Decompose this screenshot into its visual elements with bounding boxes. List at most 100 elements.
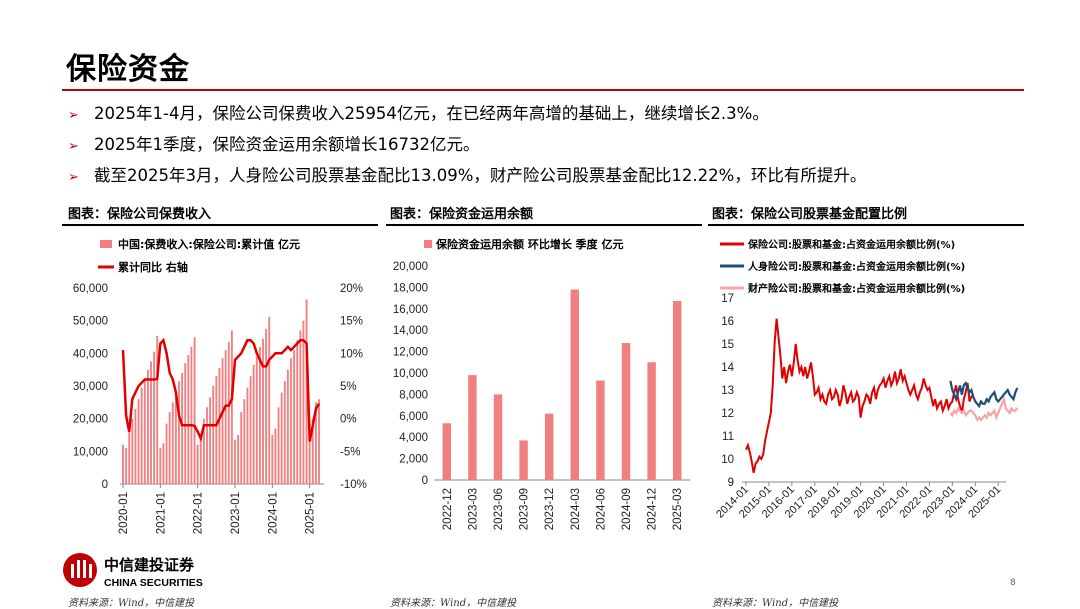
y-tick-label: 13 [721, 385, 734, 397]
premium-bar [215, 376, 218, 484]
premium-bar [137, 399, 140, 484]
y-tick-label: 20,000 [393, 261, 428, 273]
x-tick-label: 2024-06 [595, 488, 607, 530]
premium-bar [178, 381, 180, 484]
premium-bar [308, 421, 311, 484]
x-tick-label: 2024-12 [647, 488, 659, 530]
y-tick-label: 12,000 [393, 347, 428, 359]
title-divider [62, 89, 1024, 91]
y-tick-label: 12 [721, 408, 734, 420]
x-tick-label: 2020-01 [118, 492, 130, 534]
premium-bar [140, 387, 143, 484]
premium-bar [206, 407, 208, 484]
premium-bar [174, 392, 177, 484]
premium-bar [128, 428, 131, 484]
y-tick-label: 16,000 [393, 304, 428, 316]
x-tick-label: 2025-03 [672, 488, 684, 530]
premium-bar [209, 397, 212, 484]
chart-title-premium: 图表：保险公司保费收入 [68, 207, 212, 222]
premium-bar [168, 412, 171, 484]
bullet-3: ➢ 截至2025年3月，人身险公司股票基金配比13.09%，财产险公司股票基金配比… [68, 162, 866, 186]
x-tick-label: 2024-09 [621, 488, 633, 530]
y-tick-label: 18,000 [393, 282, 428, 294]
premium-bar [162, 443, 165, 484]
y-tick-label: 10,000 [73, 446, 108, 458]
premium-bar [234, 439, 236, 484]
x-tick-label: 2023-06 [493, 488, 505, 530]
premium-bar [286, 369, 289, 484]
y-tick-label: 17 [721, 293, 734, 305]
premium-bar [283, 381, 286, 484]
premium-bar [131, 418, 134, 484]
premium-bar [252, 364, 255, 484]
y-tick-label: 15 [721, 339, 734, 351]
premium-bar [274, 428, 277, 484]
premium-bar [165, 423, 168, 484]
premium-bar [190, 346, 193, 484]
x-tick-label: 2023-03 [467, 488, 479, 530]
premium-bar [196, 444, 199, 484]
premium-bar [184, 363, 187, 484]
premium-bar [218, 368, 221, 484]
logo-en-text: CHINA SECURITIES [104, 577, 203, 589]
balance-growth-bar [519, 440, 528, 480]
x-tick-label: 2021-01 [155, 492, 167, 534]
balance-growth-bar [621, 343, 631, 480]
x-tick-label: 2022-12 [442, 488, 454, 530]
y2-tick-label: 15% [340, 316, 363, 328]
premium-bar [277, 407, 280, 484]
y-tick-label: 11 [722, 431, 734, 443]
balance-growth-bar [544, 413, 554, 480]
equity-ratio-line [745, 318, 975, 474]
y-tick-label: 40,000 [73, 348, 108, 360]
page-title: 保险资金 [66, 52, 190, 87]
x-tick-label: 2023-01 [230, 492, 242, 534]
premium-bar [156, 336, 159, 484]
source-note: 资料来源：Wind，中信建投 [390, 598, 517, 609]
fund-balance-chart: 保险资金运用余额 环比增长 季度 亿元 20,000 18,000 16,000 14,… [393, 237, 690, 530]
premium-bar [265, 328, 268, 484]
balance-growth-bar [468, 375, 477, 480]
premium-bar [181, 372, 184, 484]
logo-emblem-stroke [83, 560, 86, 578]
premium-bar [314, 402, 317, 484]
legend-label: 保险资金运用余额 环比增长 季度 亿元 [435, 237, 624, 251]
premium-bar [212, 386, 215, 484]
premium-bar [318, 399, 320, 484]
y-tick-label: 9 [728, 477, 734, 489]
legend-bar-swatch [424, 240, 432, 248]
y-tick-label: 16 [721, 316, 734, 328]
premium-bar [246, 387, 249, 484]
logo-emblem-stroke [71, 564, 74, 578]
balance-growth-bar [596, 380, 605, 480]
premium-bar [227, 341, 230, 484]
x-tick-label: 2023-12 [544, 488, 556, 530]
bullet-2: ➢ 2025年1季度，保险资金运用余额增长16732亿元。 [68, 131, 479, 155]
y-tick-label: 20,000 [73, 414, 108, 426]
premium-bar [296, 340, 299, 484]
y-tick-label: 6,000 [399, 411, 428, 423]
yoy-growth-line [121, 337, 321, 443]
legend-label: 累计同比 右轴 [118, 260, 188, 274]
y-tick-label: 2,000 [399, 454, 428, 466]
premium-bar [230, 330, 233, 484]
legend-bar-swatch [100, 240, 112, 248]
y2-tick-label: -10% [340, 479, 367, 491]
premium-bar [305, 299, 308, 484]
premium-bar [224, 350, 227, 484]
premium-bar [240, 412, 243, 484]
bullet-text-1: 2025年1-4月，保险公司保费收入25954亿元，在已经两年高增的基础上，继续… [94, 104, 769, 123]
source-note: 资料来源：Wind，中信建投 [68, 598, 195, 609]
chart-title-rule [708, 224, 1024, 226]
y-tick-label: 0 [422, 475, 428, 487]
y2-tick-label: -5% [340, 446, 360, 458]
y2-tick-label: 10% [340, 348, 363, 360]
x-tick-label: 2022-01 [193, 492, 205, 534]
chart-title-rule [62, 224, 378, 226]
balance-growth-bar [647, 362, 656, 480]
logo-cn-text: 中信建投证券 [104, 556, 195, 574]
x-tick-label: 2024-01 [267, 492, 279, 534]
y-tick-label: 14,000 [393, 325, 428, 337]
premium-bar [299, 330, 302, 484]
y-tick-label: 10 [721, 454, 734, 466]
